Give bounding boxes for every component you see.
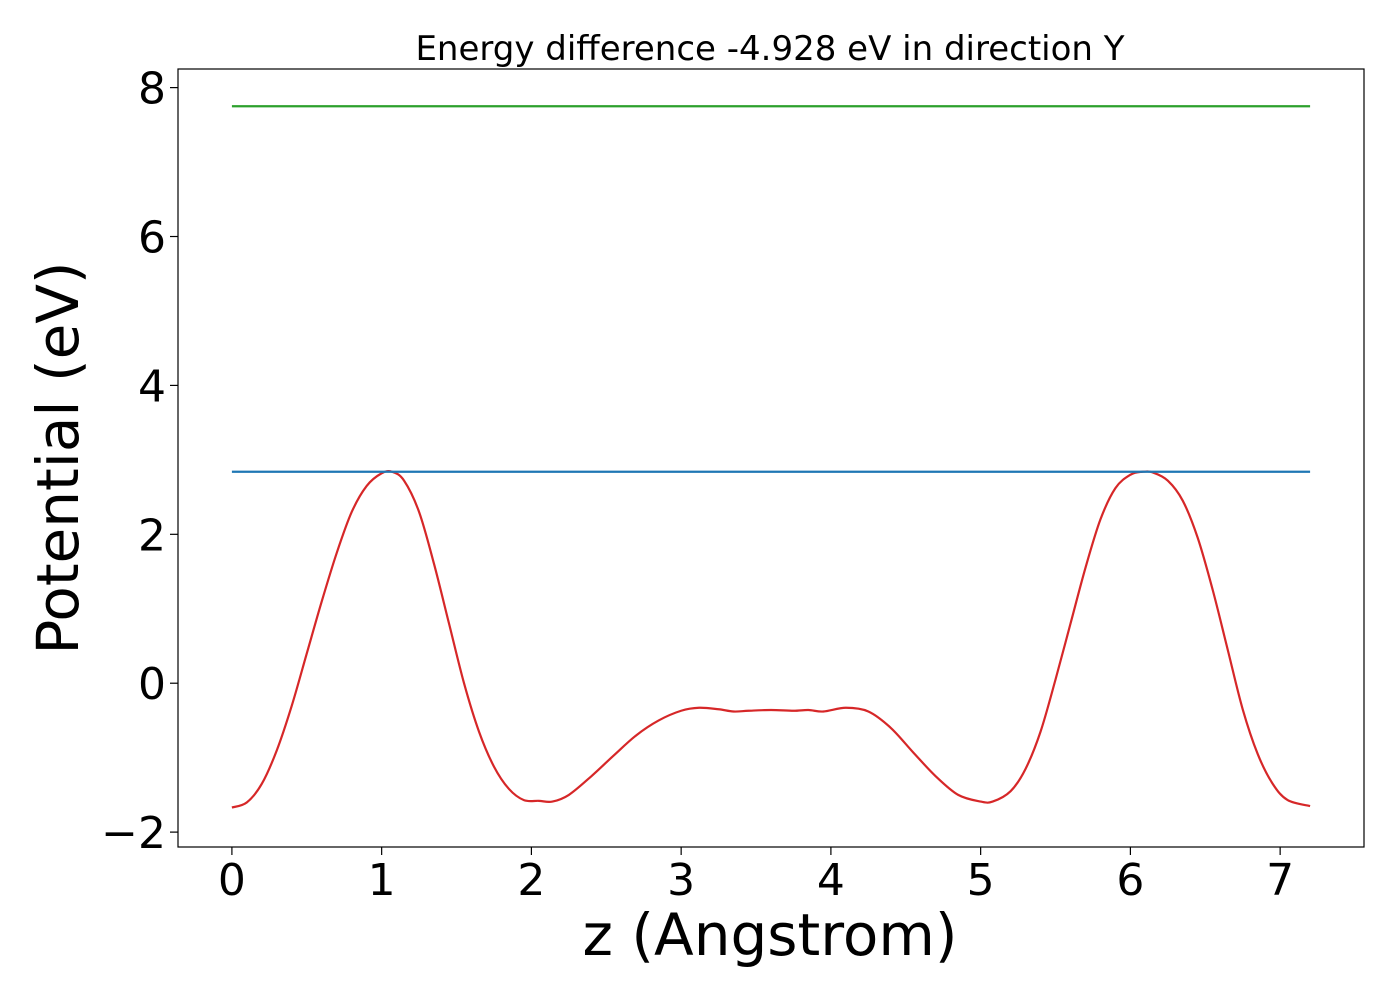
x-tick-label: 5 [967, 855, 995, 906]
x-axis-label: z (Angstrom) [583, 901, 958, 969]
x-tick-label: 2 [517, 855, 545, 906]
y-tick-label: 4 [138, 361, 166, 412]
y-tick-label: 2 [138, 510, 166, 561]
x-tick-label: 1 [368, 855, 396, 906]
y-tick-label: 0 [138, 659, 166, 710]
y-tick-label: 8 [138, 64, 166, 115]
x-tick-label: 6 [1116, 855, 1144, 906]
y-axis-label: Potential (eV) [24, 261, 92, 654]
x-tick-label: 4 [817, 855, 845, 906]
x-tick-label: 7 [1266, 855, 1294, 906]
plot-frame [177, 68, 1365, 848]
series-layer [231, 105, 1311, 809]
x-tick-label: 3 [667, 855, 695, 906]
y-tick-label: 6 [138, 213, 166, 264]
chart-title: Energy difference -4.928 eV in direction… [415, 29, 1124, 69]
x-axis-ticks: 0 1 2 3 4 5 6 7 [218, 847, 1294, 906]
y-axis-ticks: −2 0 2 4 6 8 [101, 64, 178, 859]
x-tick-label: 0 [218, 855, 246, 906]
y-tick-label: −2 [101, 808, 166, 859]
